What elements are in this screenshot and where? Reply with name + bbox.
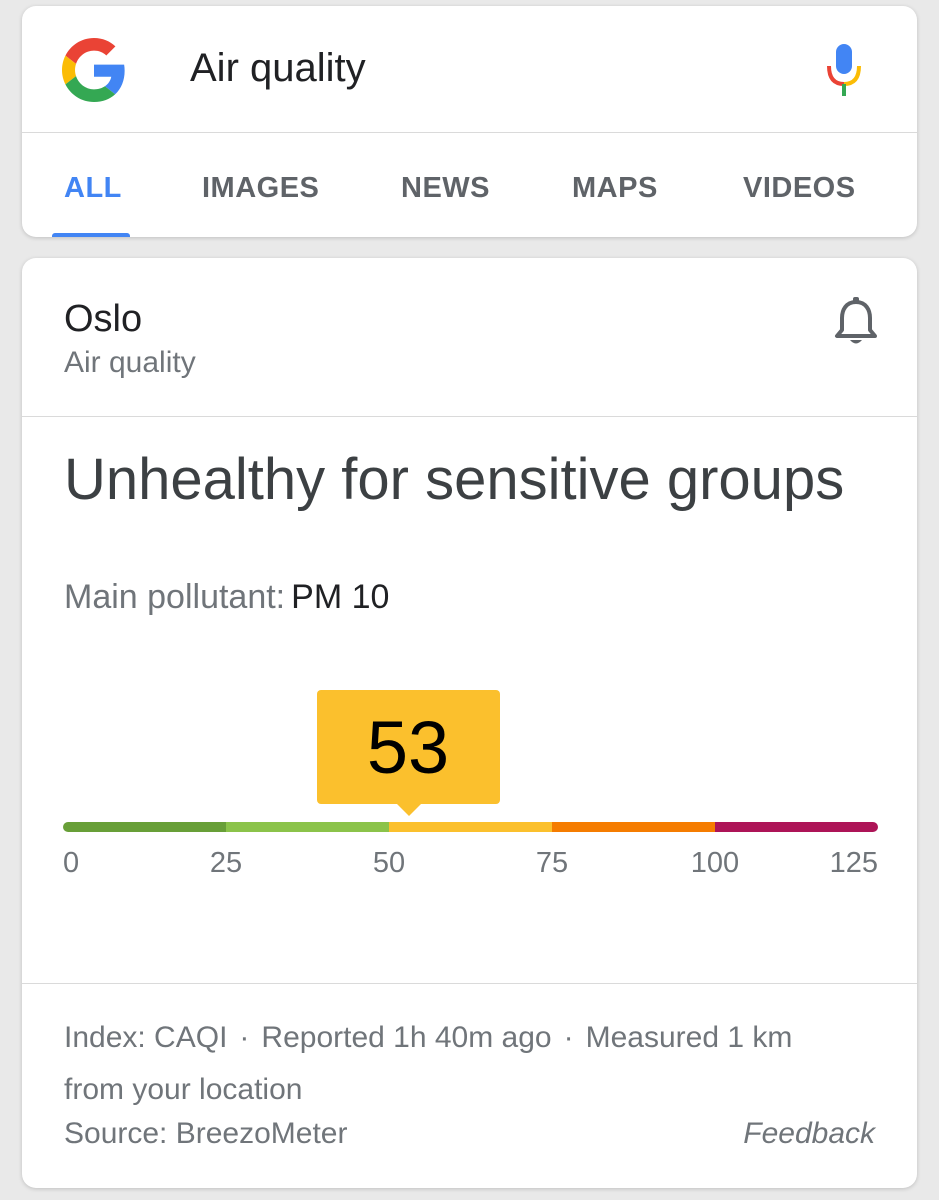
feedback-link[interactable]: Feedback — [743, 1117, 875, 1150]
air-quality-card: Oslo Air quality Unhealthy for sensitive… — [22, 258, 917, 1188]
search-card: Air quality ALL IMAGES NEWS MAPS VIDEOS — [22, 6, 917, 237]
aqi-scale-segment — [389, 822, 552, 832]
aqi-scale-bar — [63, 822, 878, 832]
search-bar[interactable]: Air quality — [22, 6, 917, 133]
google-logo-icon[interactable] — [62, 38, 126, 102]
aqi-scale-tick-label: 25 — [209, 847, 243, 879]
measured-distance: Measured 1 km from your location — [64, 1021, 793, 1106]
search-input[interactable]: Air quality — [190, 46, 366, 90]
tab-all[interactable]: ALL — [64, 172, 122, 204]
tab-news[interactable]: NEWS — [401, 172, 490, 204]
aqi-scale-segment — [715, 822, 878, 832]
main-pollutant: Main pollutant: PM 10 — [64, 578, 389, 617]
bell-icon[interactable] — [832, 296, 880, 348]
aq-subtitle: Air quality — [64, 346, 196, 379]
aqi-scale-segment — [226, 822, 389, 832]
separator: · — [239, 1021, 250, 1054]
aqi-value-bubble: 53 — [316, 690, 500, 804]
aqi-value-pointer — [394, 802, 423, 816]
city-name: Oslo — [64, 298, 143, 340]
aqi-scale-tick-label: 0 — [63, 847, 80, 879]
tab-videos[interactable]: VIDEOS — [743, 172, 856, 204]
index-name: Index: CAQI — [64, 1021, 228, 1054]
separator: · — [563, 1021, 574, 1054]
aqi-scale-tick-label: 75 — [535, 847, 569, 879]
aq-meta: Index: CAQI · Reported 1h 40m ago · Measured… — [64, 1012, 854, 1116]
pollutant-label: Main pollutant: — [64, 578, 286, 616]
aqi-scale-tick-label: 100 — [690, 847, 740, 879]
search-tabs: ALL IMAGES NEWS MAPS VIDEOS — [22, 132, 917, 237]
aqi-gauge: 53 0 25 50 75 100 125 — [63, 688, 878, 888]
aqi-scale-segment — [63, 822, 226, 832]
data-source: Source: BreezoMeter — [64, 1117, 348, 1150]
active-tab-indicator — [52, 233, 130, 237]
aq-status: Unhealthy for sensitive groups — [64, 447, 845, 512]
aqi-scale-tick-label: 125 — [829, 847, 878, 879]
microphone-icon[interactable] — [824, 42, 864, 98]
aqi-scale-segment — [552, 822, 715, 832]
tab-images[interactable]: IMAGES — [202, 172, 320, 204]
aq-footer: Index: CAQI · Reported 1h 40m ago · Measured… — [22, 983, 917, 1188]
pollutant-value: PM 10 — [291, 578, 390, 616]
aq-header: Oslo Air quality — [22, 258, 917, 417]
aqi-scale-tick-label: 50 — [372, 847, 406, 879]
tab-maps[interactable]: MAPS — [572, 172, 658, 204]
reported-time: Reported 1h 40m ago — [261, 1021, 552, 1054]
